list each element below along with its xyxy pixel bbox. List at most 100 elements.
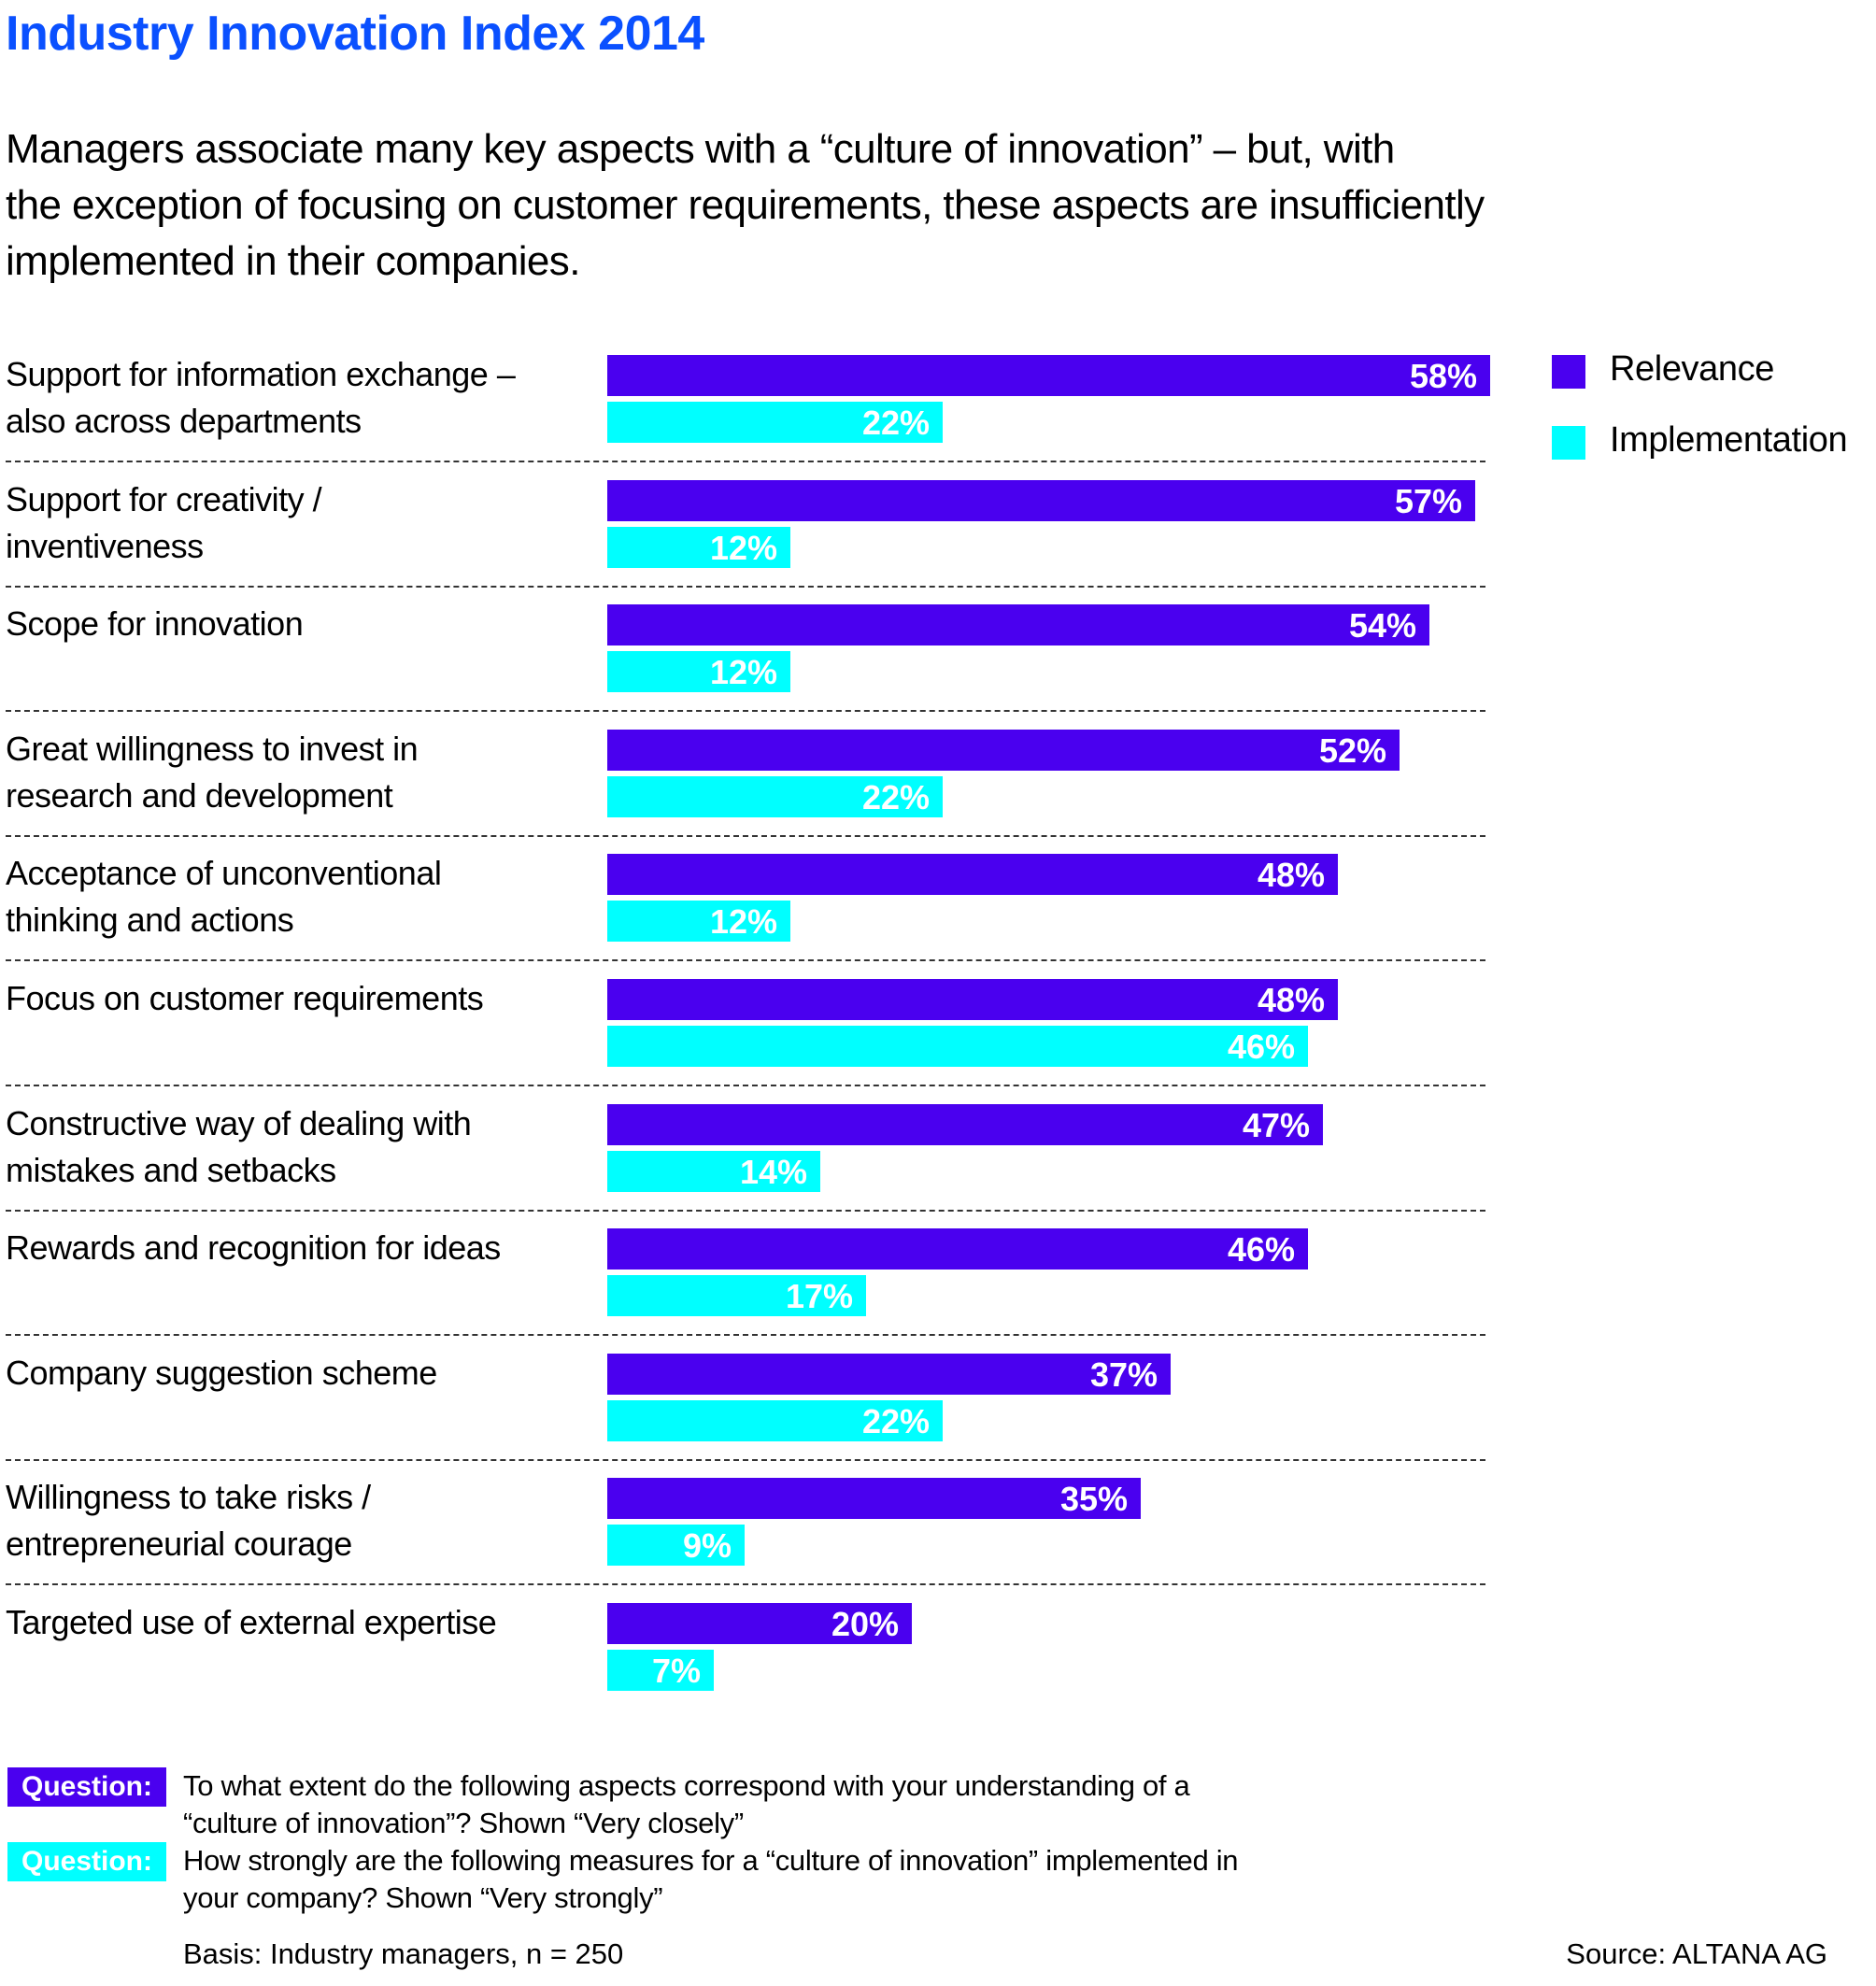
- bar-relevance: 52%: [607, 730, 1400, 771]
- bar-value-label: 22%: [861, 1402, 930, 1440]
- category-label-line: Support for creativity /: [6, 480, 322, 518]
- bar-implementation: 12%: [607, 901, 790, 942]
- category-label-line: Great willingness to invest in: [6, 730, 419, 768]
- category-label-line: Support for information exchange –: [6, 355, 516, 393]
- bar-implementation: 12%: [607, 527, 790, 568]
- bar-value-label: 22%: [861, 404, 930, 442]
- category-label-line: Scope for innovation: [6, 604, 304, 643]
- bar-relevance: 46%: [607, 1228, 1308, 1270]
- chart-subtitle: Managers associate many key aspects with…: [6, 121, 1781, 290]
- question-line: your company? Shown “Very strongly”: [183, 1881, 663, 1914]
- category-label-line: also across departments: [6, 402, 362, 440]
- row-divider: [6, 1459, 1485, 1461]
- bar-value-label: 12%: [709, 529, 777, 567]
- category-label-line: Focus on customer requirements: [6, 979, 484, 1017]
- bar-value-label: 54%: [1348, 606, 1416, 645]
- category-label-line: Targeted use of external expertise: [6, 1603, 497, 1641]
- question-text-relevance: To what extent do the following aspects …: [183, 1767, 1190, 1842]
- bar-implementation: 22%: [607, 776, 943, 817]
- bar-relevance: 37%: [607, 1354, 1171, 1395]
- bar-relevance: 48%: [607, 854, 1338, 895]
- basis-note: Basis: Industry managers, n = 250: [183, 1937, 624, 1970]
- legend-swatch-implementation: [1552, 426, 1585, 460]
- category-label-line: Company suggestion scheme: [6, 1354, 437, 1392]
- bar-value-label: 22%: [861, 778, 930, 816]
- bar-relevance: 54%: [607, 604, 1429, 645]
- legend-label: Relevance: [1610, 349, 1774, 389]
- category-label: Scope for innovation: [6, 601, 304, 647]
- category-label-line: Rewards and recognition for ideas: [6, 1228, 501, 1267]
- bar-value-label: 35%: [1059, 1480, 1128, 1518]
- legend-swatch-relevance: [1552, 355, 1585, 389]
- category-label-line: Constructive way of dealing with: [6, 1104, 472, 1142]
- bar-implementation: 12%: [607, 651, 790, 692]
- category-label: Acceptance of unconventional thinking and…: [6, 850, 442, 943]
- category-label-line: thinking and actions: [6, 901, 294, 939]
- row-divider: [6, 710, 1485, 712]
- row-divider: [6, 835, 1485, 837]
- bar-value-label: 46%: [1227, 1230, 1295, 1269]
- bar-value-label: 46%: [1227, 1028, 1295, 1066]
- bar-value-label: 47%: [1242, 1106, 1310, 1144]
- question-text-implementation: How strongly are the following measures …: [183, 1842, 1239, 1917]
- bar-value-label: 17%: [785, 1277, 853, 1315]
- bar-implementation: 7%: [607, 1650, 714, 1691]
- bar-value-label: 9%: [682, 1526, 732, 1565]
- row-divider: [6, 461, 1485, 462]
- category-label-line: inventiveness: [6, 527, 204, 565]
- category-label: Rewards and recognition for ideas: [6, 1225, 501, 1271]
- bar-relevance: 58%: [607, 355, 1490, 396]
- question-line: “culture of innovation”? Shown “Very clo…: [183, 1807, 744, 1839]
- bar-value-label: 52%: [1318, 731, 1386, 770]
- bar-value-label: 37%: [1089, 1355, 1158, 1394]
- bar-implementation: 14%: [607, 1151, 820, 1192]
- source-note: Source: ALTANA AG: [1566, 1937, 1827, 1970]
- category-label-line: mistakes and setbacks: [6, 1151, 336, 1189]
- question-line: How strongly are the following measures …: [183, 1844, 1239, 1877]
- question-badge-relevance: Question:: [7, 1767, 166, 1807]
- category-label: Willingness to take risks / entrepreneuri…: [6, 1474, 371, 1568]
- bar-implementation: 9%: [607, 1525, 745, 1566]
- category-label-line: Willingness to take risks /: [6, 1478, 371, 1516]
- subtitle-line: the exception of focusing on customer re…: [6, 182, 1485, 228]
- chart-title: Industry Innovation Index 2014: [6, 7, 704, 61]
- row-divider: [6, 1334, 1485, 1336]
- bar-value-label: 58%: [1409, 357, 1477, 395]
- bar-relevance: 35%: [607, 1478, 1141, 1519]
- category-label: Company suggestion scheme: [6, 1350, 437, 1397]
- bar-value-label: 20%: [831, 1605, 899, 1643]
- category-label: Support for creativity / inventiveness: [6, 476, 322, 570]
- bar-implementation: 46%: [607, 1026, 1308, 1067]
- category-label-line: Acceptance of unconventional: [6, 854, 442, 892]
- bar-value-label: 14%: [739, 1153, 807, 1191]
- category-label: Constructive way of dealing with mistakes…: [6, 1100, 472, 1194]
- bar-value-label: 7%: [651, 1652, 701, 1690]
- category-label: Focus on customer requirements: [6, 975, 484, 1022]
- subtitle-line: implemented in their companies.: [6, 238, 580, 284]
- bar-relevance: 48%: [607, 979, 1338, 1020]
- bar-relevance: 47%: [607, 1104, 1323, 1145]
- bar-value-label: 48%: [1257, 981, 1325, 1019]
- bar-value-label: 12%: [709, 653, 777, 691]
- bar-value-label: 12%: [709, 902, 777, 941]
- row-divider: [6, 1085, 1485, 1086]
- row-divider: [6, 1210, 1485, 1212]
- bar-relevance: 20%: [607, 1603, 912, 1644]
- category-label: Great willingness to invest in research a…: [6, 726, 419, 819]
- row-divider: [6, 586, 1485, 588]
- bar-value-label: 57%: [1394, 482, 1462, 520]
- bar-implementation: 22%: [607, 1400, 943, 1441]
- category-label: Support for information exchange – also a…: [6, 351, 516, 445]
- bar-relevance: 57%: [607, 480, 1475, 521]
- question-badge-implementation: Question:: [7, 1842, 166, 1881]
- row-divider: [6, 959, 1485, 961]
- legend-label: Implementation: [1610, 420, 1848, 460]
- question-line: To what extent do the following aspects …: [183, 1769, 1190, 1802]
- category-label-line: research and development: [6, 776, 393, 815]
- bar-implementation: 22%: [607, 402, 943, 443]
- bar-implementation: 17%: [607, 1275, 866, 1316]
- bar-value-label: 48%: [1257, 856, 1325, 894]
- category-label-line: entrepreneurial courage: [6, 1525, 352, 1563]
- subtitle-line: Managers associate many key aspects with…: [6, 126, 1395, 172]
